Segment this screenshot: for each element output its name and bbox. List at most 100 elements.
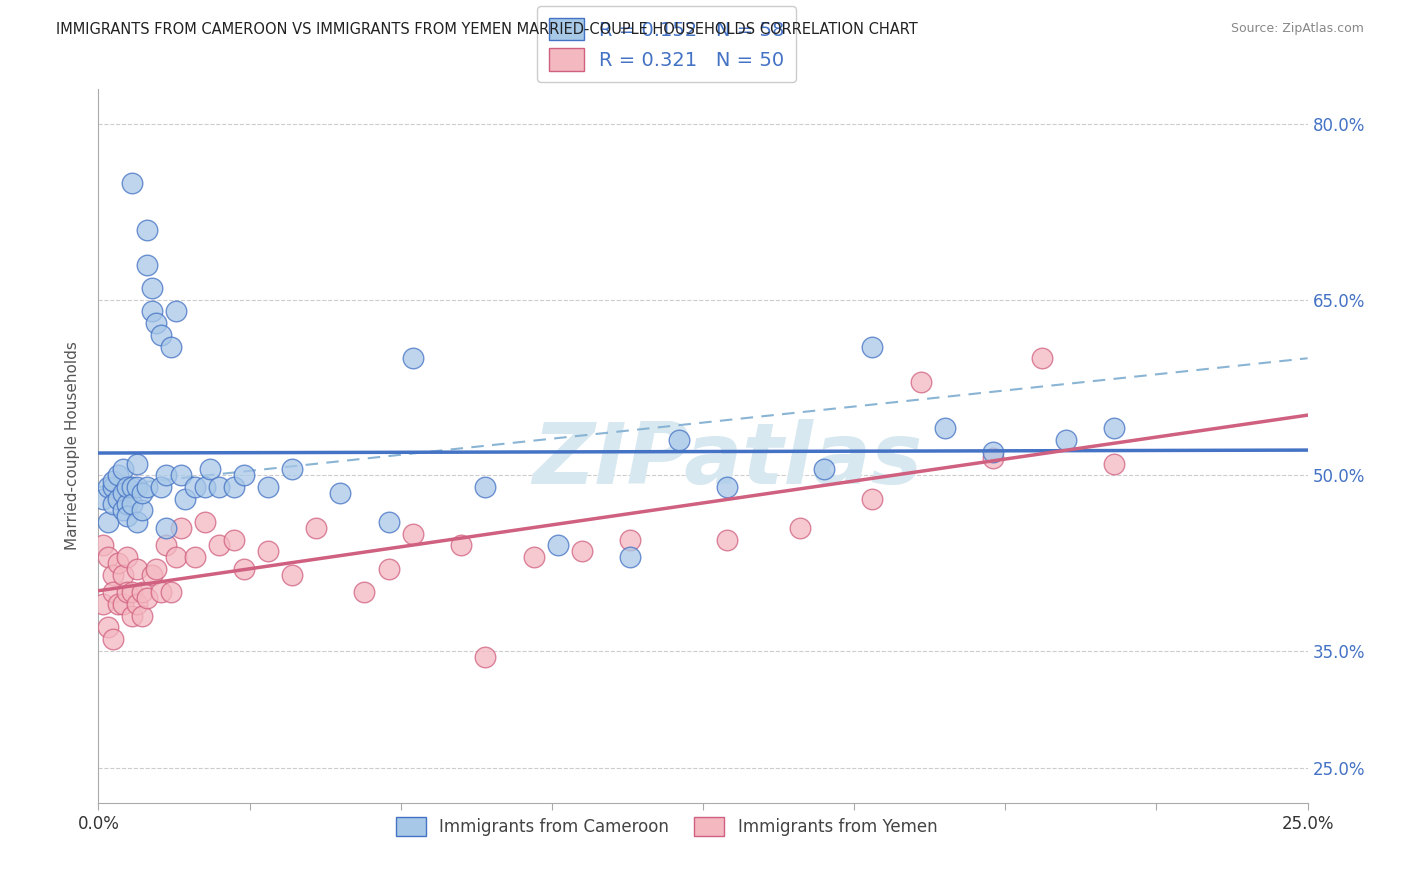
Point: [619, 533, 641, 547]
Point: [107, 556, 129, 570]
Point: [281, 462, 304, 476]
Point: [208, 538, 231, 552]
Point: [101, 480, 124, 494]
Point: [523, 550, 546, 565]
Point: [208, 480, 231, 494]
Point: [101, 474, 124, 488]
Point: [131, 485, 153, 500]
Point: [305, 521, 328, 535]
Point: [232, 562, 254, 576]
Point: [194, 515, 217, 529]
Point: [111, 462, 134, 476]
Point: [1054, 433, 1077, 447]
Point: [194, 480, 217, 494]
Point: [150, 480, 173, 494]
Point: [981, 445, 1004, 459]
Point: [813, 462, 835, 476]
Point: [121, 585, 143, 599]
Point: [860, 491, 883, 506]
Text: ZIPatlas: ZIPatlas: [531, 418, 922, 502]
Point: [474, 649, 496, 664]
Point: [121, 608, 143, 623]
Point: [377, 515, 399, 529]
Point: [169, 521, 191, 535]
Point: [981, 450, 1004, 465]
Point: [117, 498, 139, 512]
Point: [101, 585, 124, 599]
Point: [1031, 351, 1053, 366]
Point: [329, 485, 352, 500]
Point: [111, 597, 134, 611]
Point: [135, 480, 157, 494]
Point: [716, 480, 738, 494]
Point: [111, 485, 134, 500]
Point: [121, 498, 143, 512]
Point: [353, 585, 375, 599]
Point: [402, 351, 425, 366]
Point: [121, 480, 143, 494]
Point: [165, 304, 187, 318]
Y-axis label: Married-couple Households: Married-couple Households: [65, 342, 80, 550]
Point: [174, 491, 197, 506]
Point: [101, 567, 124, 582]
Point: [141, 281, 163, 295]
Point: [910, 375, 932, 389]
Point: [131, 503, 153, 517]
Point: [377, 562, 399, 576]
Point: [121, 176, 143, 190]
Point: [198, 462, 221, 476]
Point: [131, 608, 153, 623]
Legend: Immigrants from Cameroon, Immigrants from Yemen: Immigrants from Cameroon, Immigrants fro…: [388, 808, 946, 845]
Point: [141, 567, 163, 582]
Point: [111, 567, 134, 582]
Point: [474, 480, 496, 494]
Point: [91, 597, 114, 611]
Text: IMMIGRANTS FROM CAMEROON VS IMMIGRANTS FROM YEMEN MARRIED-COUPLE HOUSEHOLDS CORR: IMMIGRANTS FROM CAMEROON VS IMMIGRANTS F…: [56, 22, 918, 37]
Point: [232, 468, 254, 483]
Point: [155, 538, 177, 552]
Point: [135, 222, 157, 236]
Point: [135, 258, 157, 272]
Point: [111, 503, 134, 517]
Point: [619, 550, 641, 565]
Point: [256, 480, 278, 494]
Point: [91, 491, 114, 506]
Point: [127, 457, 149, 471]
Point: [117, 550, 139, 565]
Point: [150, 585, 173, 599]
Point: [165, 550, 187, 565]
Point: [184, 550, 207, 565]
Point: [141, 304, 163, 318]
Point: [117, 480, 139, 494]
Point: [668, 433, 690, 447]
Point: [97, 620, 120, 634]
Point: [145, 316, 167, 330]
Point: [145, 562, 167, 576]
Point: [155, 468, 177, 483]
Point: [547, 538, 569, 552]
Point: [97, 515, 120, 529]
Text: Source: ZipAtlas.com: Source: ZipAtlas.com: [1230, 22, 1364, 36]
Point: [150, 327, 173, 342]
Point: [127, 480, 149, 494]
Point: [1102, 457, 1125, 471]
Point: [402, 526, 425, 541]
Point: [101, 632, 124, 646]
Point: [155, 521, 177, 535]
Point: [169, 468, 191, 483]
Point: [107, 597, 129, 611]
Point: [135, 591, 157, 605]
Point: [117, 509, 139, 524]
Point: [571, 544, 593, 558]
Point: [97, 550, 120, 565]
Point: [1102, 421, 1125, 435]
Point: [256, 544, 278, 558]
Point: [184, 480, 207, 494]
Point: [222, 533, 245, 547]
Point: [127, 597, 149, 611]
Point: [450, 538, 472, 552]
Point: [160, 340, 183, 354]
Point: [127, 562, 149, 576]
Point: [127, 515, 149, 529]
Point: [222, 480, 245, 494]
